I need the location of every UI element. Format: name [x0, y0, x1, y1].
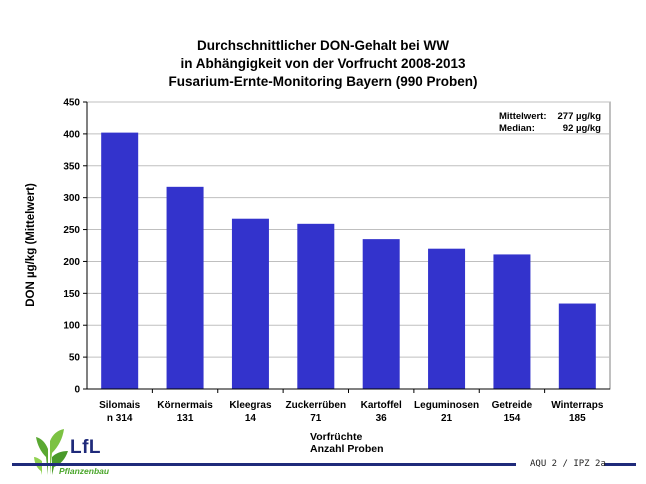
plot-frame [86, 101, 611, 390]
bar-körnermais [166, 186, 204, 389]
y-tick-label: 400 [63, 129, 80, 140]
x-sample-count: 154 [504, 413, 521, 424]
y-tick-label: 100 [63, 321, 80, 332]
y-tick-label: 300 [63, 193, 80, 204]
bar-layer [101, 132, 596, 389]
x-category-label: Kleegras [229, 400, 272, 411]
x-sample-count: 14 [245, 413, 257, 424]
chart-title-line-3: Fusarium-Ernte-Monitoring Bayern (990 Pr… [168, 74, 478, 89]
y-tick-label: 350 [63, 161, 80, 172]
x-category-label: Winterraps [551, 400, 604, 411]
bar-silomais [101, 132, 139, 389]
x-category-label: Getreide [492, 400, 533, 411]
x-axis-title-line-1: Vorfrüchte [310, 431, 363, 443]
x-axis-title: Vorfrüchte Anzahl Proben [310, 431, 384, 455]
x-sample-count: n 314 [107, 413, 133, 424]
y-tick-label: 250 [63, 225, 80, 236]
y-tick-label: 150 [63, 289, 80, 300]
x-category-label: Kartoffel [361, 400, 402, 411]
y-tick-label: 450 [63, 98, 80, 109]
stats-median-row: Median: 92 µg/kg [499, 123, 601, 135]
bar-kartoffel [362, 239, 400, 389]
x-category-label: Silomais [99, 400, 141, 411]
footer-code: AQU 2 / IPZ 2a [530, 459, 606, 469]
footer-divider-left [12, 463, 516, 466]
stats-mean-row: Mittelwert: 277 µg/kg [499, 111, 601, 123]
x-category-label: Leguminosen [414, 400, 479, 411]
y-tick-label: 200 [63, 257, 80, 268]
x-sample-count: 185 [569, 413, 586, 424]
logo-subtitle: Pflanzenbau [59, 466, 110, 476]
chart-title-line-1: Durchschnittlicher DON-Gehalt bei WW [196, 38, 450, 53]
stats-median-value: 92 µg/kg [562, 123, 601, 134]
stats-mean-label: Mittelwert: [499, 111, 547, 122]
y-tick-label: 0 [74, 385, 80, 396]
x-sample-count: 71 [310, 413, 322, 424]
x-axis-title-line-2: Anzahl Proben [310, 443, 384, 455]
stats-box: Mittelwert: 277 µg/kg Median: 92 µg/kg [499, 111, 601, 135]
footer-divider-right [604, 463, 636, 466]
x-sample-count: 131 [177, 413, 194, 424]
stats-mean-value: 277 µg/kg [557, 111, 602, 122]
logo-text: LfL [70, 437, 102, 458]
chart-title-line-2: in Abhängigkeit von der Vorfrucht 2008-2… [180, 56, 466, 71]
x-category-label: Zuckerrüben [286, 400, 347, 411]
bar-leguminosen [428, 248, 466, 389]
y-tick-label: 50 [69, 353, 81, 364]
x-category-label: Körnermais [157, 400, 213, 411]
grid-layer [86, 101, 611, 390]
x-sample-count: 36 [376, 413, 388, 424]
y-axis-label: DON µg/kg (Mittelwert) [25, 183, 37, 307]
bar-winterraps [558, 303, 596, 389]
x-sample-count: 21 [441, 413, 453, 424]
bar-zuckerrüben [297, 223, 335, 389]
bar-kleegras [231, 218, 269, 389]
stats-median-label: Median: [499, 123, 535, 134]
axis-layer: 0 50 100 150 200 250 300 350 400 450 Silomais n 314… [63, 98, 610, 424]
bar-getreide [493, 254, 531, 389]
